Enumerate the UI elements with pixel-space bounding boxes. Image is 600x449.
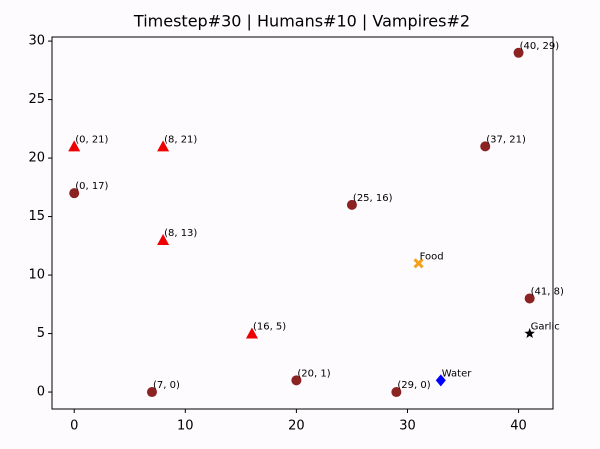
plot-frame (51, 36, 554, 410)
human-point (346, 199, 357, 210)
human-point (391, 387, 402, 398)
point-label: (16, 5) (253, 322, 286, 333)
item-point (524, 328, 535, 338)
point-label: (37, 21) (486, 134, 526, 145)
x-tick-label: 10 (177, 419, 194, 434)
point-label: (0, 21) (75, 134, 108, 145)
item-point (435, 374, 446, 387)
human-point (69, 188, 80, 199)
human-point (291, 375, 302, 386)
y-tick-label: 20 (28, 151, 45, 166)
x-tick-label: 30 (399, 419, 416, 434)
item-point (413, 258, 424, 269)
point-label: Garlic (531, 322, 560, 333)
y-tick-label: 10 (28, 268, 45, 283)
y-tick-label: 25 (28, 92, 45, 107)
human-point (524, 293, 535, 304)
y-tick-label: 5 (37, 326, 45, 341)
vampire-point (68, 140, 81, 152)
vampire-point (245, 327, 258, 339)
vampire-point (157, 140, 170, 152)
vampire-point (157, 233, 170, 245)
point-label: (25, 16) (353, 193, 393, 204)
y-tick-label: 30 (28, 34, 45, 49)
point-label: (8, 13) (164, 228, 197, 239)
human-point (480, 141, 491, 152)
x-tick-label: 20 (288, 419, 305, 434)
chart-title: Timestep#30 | Humans#10 | Vampires#2 (133, 12, 470, 31)
y-tick-label: 0 (37, 385, 45, 400)
point-label: (8, 21) (164, 134, 197, 145)
point-label: (7, 0) (153, 380, 180, 391)
point-label: (29, 0) (397, 380, 430, 391)
x-tick-label: 40 (510, 419, 527, 434)
point-label: Water (442, 368, 472, 379)
point-label: (40, 29) (520, 41, 560, 52)
point-label: (0, 17) (75, 181, 108, 192)
point-label: (20, 1) (297, 368, 330, 379)
human-point (513, 47, 524, 58)
human-point (146, 387, 157, 398)
point-label: (41, 8) (531, 286, 564, 297)
y-tick-label: 15 (28, 209, 45, 224)
x-tick-label: 0 (70, 419, 78, 434)
point-label: Food (420, 251, 444, 262)
